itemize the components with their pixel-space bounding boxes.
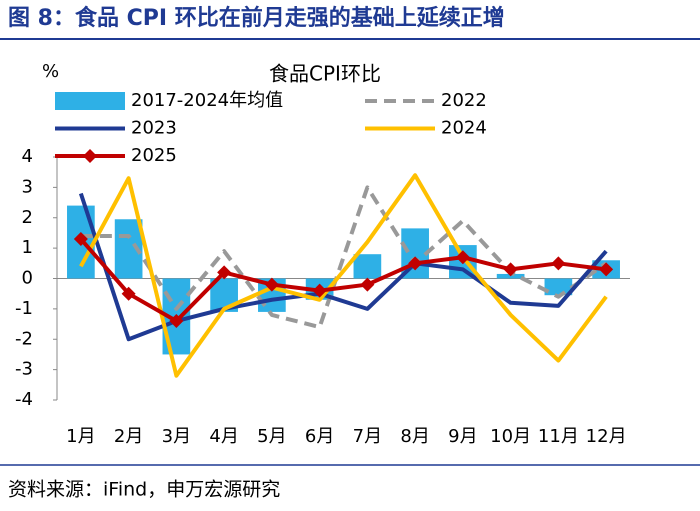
marker <box>455 250 470 265</box>
marker <box>121 286 136 301</box>
marker <box>599 262 614 277</box>
y-tick-label: 3 <box>22 176 33 197</box>
x-tick-label: 10月 <box>490 426 531 447</box>
legend-label: 2025 <box>131 145 177 166</box>
y-axis-label: % <box>42 61 59 82</box>
legend-swatch <box>55 92 125 110</box>
y-tick-label: 2 <box>22 207 33 228</box>
x-tick-label: 1月 <box>66 426 95 447</box>
x-tick-label: 11月 <box>538 426 579 447</box>
y-tick-label: -4 <box>15 389 33 410</box>
chart-title: 食品CPI环比 <box>269 62 381 86</box>
marker <box>408 256 423 271</box>
x-tick-label: 12月 <box>586 426 627 447</box>
y-tick-label: 1 <box>22 237 33 258</box>
marker <box>264 277 279 292</box>
marker <box>551 256 566 271</box>
legend-marker <box>83 149 97 163</box>
y-tick-label: -2 <box>15 328 33 349</box>
x-tick-label: 7月 <box>353 426 382 447</box>
x-tick-label: 5月 <box>257 426 286 447</box>
line <box>79 237 607 324</box>
marker <box>217 265 232 280</box>
x-tick-label: 6月 <box>305 426 334 447</box>
y-tick-label: -3 <box>15 359 33 380</box>
line <box>79 173 608 378</box>
marker <box>169 314 184 329</box>
y-tick-label: -1 <box>15 298 33 319</box>
legend-label: 2022 <box>441 90 487 111</box>
marker <box>503 262 518 277</box>
marker <box>73 232 88 247</box>
x-tick-label: 4月 <box>209 426 238 447</box>
legend-label: 2023 <box>131 118 177 139</box>
legend-label: 2024 <box>441 118 487 139</box>
marker <box>312 283 327 298</box>
marker <box>360 277 375 292</box>
line <box>78 192 608 342</box>
x-tick-label: 2月 <box>114 426 143 447</box>
x-tick-label: 8月 <box>400 426 429 447</box>
legend-label: 2017-2024年均值 <box>131 90 283 111</box>
y-tick-label: 4 <box>22 146 33 167</box>
x-tick-label: 3月 <box>162 426 191 447</box>
source: 资料来源：iFind，申万宏源研究 <box>8 479 280 501</box>
line <box>80 185 608 330</box>
bar <box>544 278 573 296</box>
bar <box>353 254 382 279</box>
y-tick-label: 0 <box>22 268 33 289</box>
x-tick-label: 9月 <box>448 426 477 447</box>
page-title: 图 8：食品 CPI 环比在前月走强的基础上延续正增 <box>8 5 505 31</box>
